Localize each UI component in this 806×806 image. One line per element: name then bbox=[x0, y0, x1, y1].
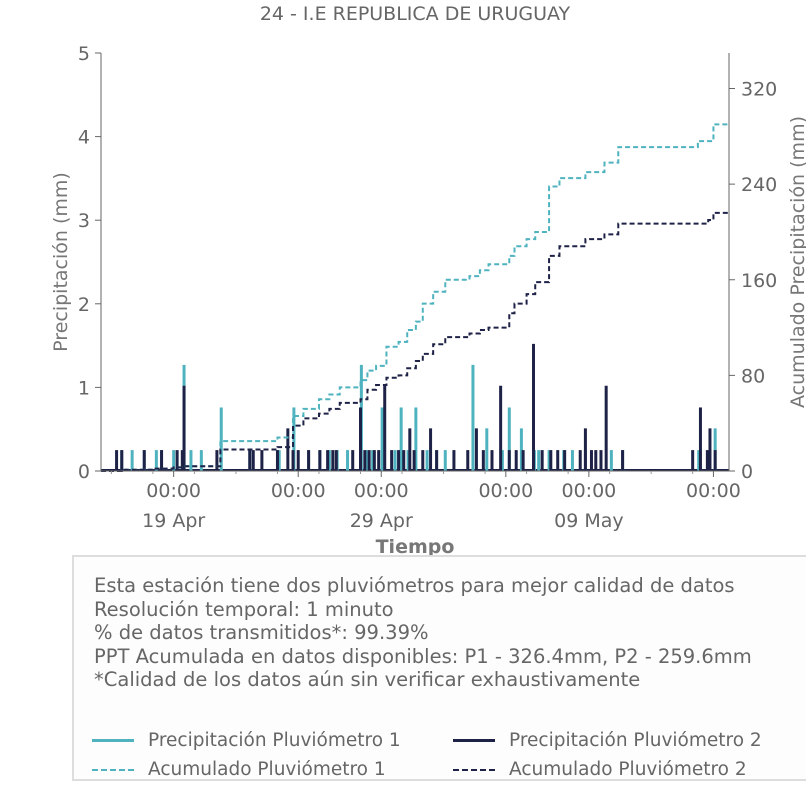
y-left-tick-label: 0 bbox=[78, 461, 90, 483]
x-tick-time-label: 00:00 bbox=[354, 480, 409, 502]
legend-entry-p2: Precipitación Pluviómetro 2 bbox=[453, 730, 762, 751]
info-line: PPT Acumulada en datos disponibles: P1 -… bbox=[94, 644, 752, 668]
info-line: *Calidad de los datos aún sin verificar … bbox=[94, 668, 641, 691]
legend-swatch-p1-dashed bbox=[92, 768, 134, 771]
y-left-tick-label: 1 bbox=[78, 377, 90, 399]
y-axis-left-label: Precipitación (mm) bbox=[50, 172, 72, 352]
bars-layer bbox=[101, 343, 729, 471]
legend-swatch-p1-line bbox=[92, 739, 134, 742]
y-axis-right-label: Acumulado Precipitación (mm) bbox=[787, 116, 806, 408]
x-tick-time-label: 00:00 bbox=[561, 480, 616, 502]
chart-title: 24 - I.E REPUBLICA DE URUGUAY bbox=[260, 3, 571, 25]
y-right-tick-label: 0 bbox=[741, 461, 753, 483]
station-info: Esta estación tiene dos pluviómetros par… bbox=[94, 574, 752, 692]
info-line: Resolución temporal: 1 minuto bbox=[94, 597, 394, 621]
y-right-tick-label: 240 bbox=[741, 174, 777, 196]
x-tick-time-label: 00:00 bbox=[478, 480, 533, 502]
x-tick-time-label: 00:00 bbox=[686, 480, 741, 502]
p2-cumulative-line bbox=[101, 211, 729, 472]
cumulative-layer bbox=[101, 123, 729, 472]
y-left-tick-label: 3 bbox=[78, 210, 90, 232]
legend-entry-p2-acc: Acumulado Pluviómetro 2 bbox=[453, 759, 747, 780]
legend-label: Acumulado Pluviómetro 2 bbox=[509, 759, 747, 780]
info-line: % de datos transmitidos*: 99.39% bbox=[94, 621, 429, 644]
y-right-tick-label: 160 bbox=[741, 270, 777, 292]
precipitation-chart: 24 - I.E REPUBLICA DE URUGUAY 0 1 2 3 4 5 0 80 1… bbox=[50, 3, 806, 558]
legend-label: Precipitación Pluviómetro 2 bbox=[509, 730, 762, 751]
axes-layer: 0 1 2 3 4 5 0 80 160 240 320 00:00 19 Apr 00:00 00:00 2… bbox=[78, 43, 777, 532]
legend-label: Precipitación Pluviómetro 1 bbox=[148, 730, 401, 751]
y-right-tick-label: 320 bbox=[741, 79, 777, 101]
x-tick-time-label: 00:00 bbox=[271, 480, 326, 502]
p1-cumulative-line bbox=[101, 123, 729, 472]
legend-entry-p1-acc: Acumulado Pluviómetro 1 bbox=[92, 759, 386, 780]
x-tick-date-label: 19 Apr bbox=[142, 510, 205, 532]
legend-swatch-p2-dashed bbox=[453, 768, 495, 771]
y-left-tick-label: 2 bbox=[78, 294, 90, 316]
legend-entry-p1: Precipitación Pluviómetro 1 bbox=[92, 730, 401, 751]
y-right-tick-label: 80 bbox=[741, 365, 765, 387]
y-left-tick-label: 4 bbox=[78, 127, 90, 149]
x-tick-date-label: 09 May bbox=[554, 510, 624, 532]
x-tick-time-label: 00:00 bbox=[146, 480, 201, 502]
legend-label: Acumulado Pluviómetro 1 bbox=[148, 759, 386, 780]
x-tick-date-label: 29 Apr bbox=[350, 510, 413, 532]
y-left-tick-label: 5 bbox=[78, 43, 90, 65]
x-axis-label: Tiempo bbox=[376, 536, 455, 558]
info-legend-box: Esta estación tiene dos pluviómetros par… bbox=[72, 555, 806, 781]
legend-swatch-p2-line bbox=[453, 739, 495, 742]
info-line: Esta estación tiene dos pluviómetros par… bbox=[94, 574, 735, 597]
